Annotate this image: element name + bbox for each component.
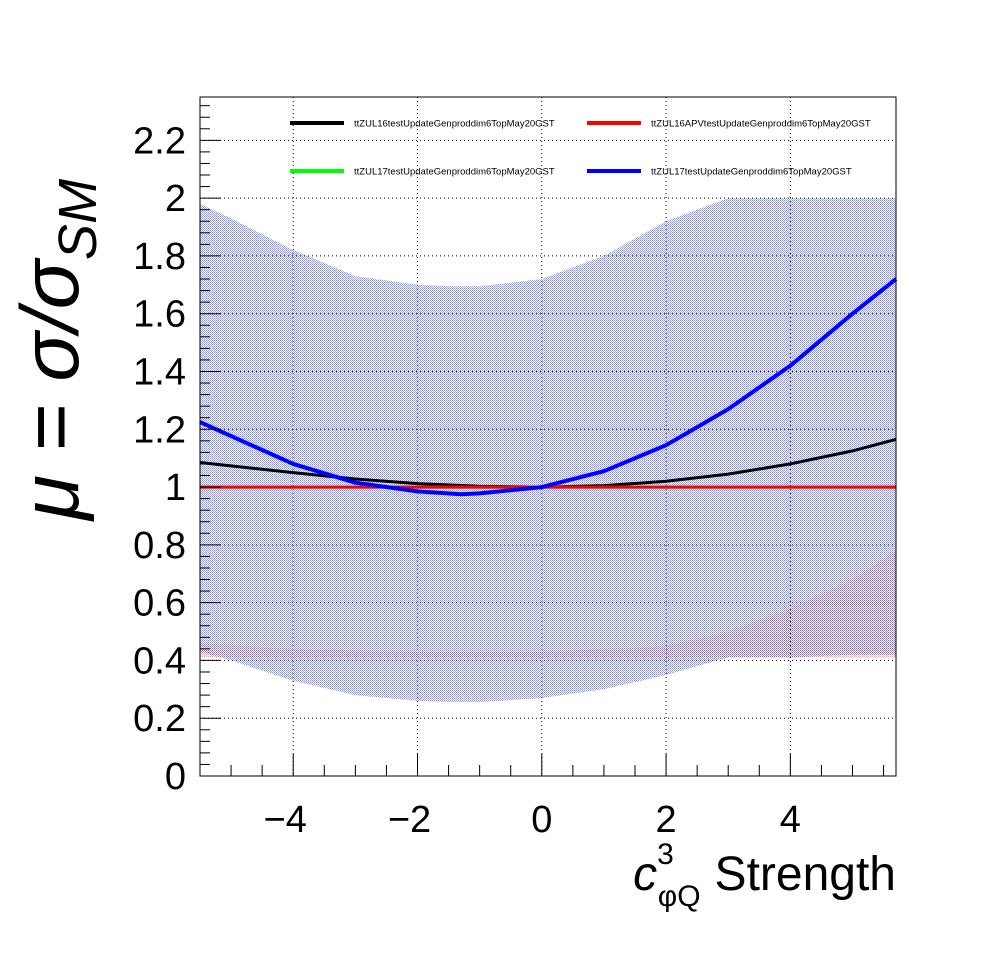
x-axis-subscript: φQ (658, 880, 701, 913)
x-tick-label-4: 4 (780, 799, 801, 841)
y-tick-label-10: 2 (165, 178, 186, 220)
y-tick-label-11: 2.2 (133, 120, 186, 162)
y-tick-label-0: 0 (165, 756, 186, 798)
y-axis-label: μ = σ/σSM (5, 179, 108, 522)
x-tick-labels: −4 −2 0 2 4 (264, 799, 801, 841)
x-tick-label-0: −4 (264, 799, 307, 841)
y-tick-label-7: 1.4 (133, 351, 186, 393)
y-tick-label-1: 0.2 (133, 698, 186, 740)
x-tick-label-3: 2 (656, 799, 677, 841)
legend-label-3: ttZUL17testUpdateGenproddim6TopMay20GST (651, 167, 852, 178)
x-axis-symbol: c (633, 848, 657, 901)
legend-label-0: ttZUL16testUpdateGenproddim6TopMay20GST (354, 119, 555, 130)
y-axis-subscript: SM (48, 179, 108, 260)
x-axis-label: c3 φQ Strength (633, 838, 896, 913)
plot-frame (199, 96, 897, 777)
legend: ttZUL16testUpdateGenproddim6TopMay20GST t… (290, 119, 871, 178)
x-tick-label-2: 0 (531, 799, 552, 841)
series-line-3 (199, 277, 898, 497)
y-tick-labels: 0 0.2 0.4 0.6 0.8 1 1.2 1.4 1.6 1.8 2 2.2 (133, 120, 186, 798)
series-lines (199, 277, 898, 497)
x-axis-superscript: 3 (657, 838, 674, 871)
y-tick-label-9: 1.8 (133, 236, 186, 278)
x-tick-label-1: −2 (388, 799, 431, 841)
y-tick-label-2: 0.4 (133, 640, 186, 682)
y-tick-label-4: 0.8 (133, 525, 186, 567)
legend-label-1: ttZUL16APVtestUpdateGenproddim6TopMay20G… (651, 119, 871, 130)
y-tick-label-3: 0.6 (133, 583, 186, 625)
y-tick-label-5: 1 (165, 467, 186, 509)
x-axis-text: Strength (715, 848, 896, 901)
y-tick-label-6: 1.2 (133, 409, 186, 451)
legend-label-2: ttZUL17testUpdateGenproddim6TopMay20GST (354, 167, 555, 178)
y-tick-label-8: 1.6 (133, 294, 186, 336)
uncertainty-band-1 (200, 198, 896, 703)
y-axis-prefix: μ = σ/σ (5, 256, 96, 522)
axis-ticks (199, 105, 885, 777)
uncertainty-bands (200, 198, 896, 703)
